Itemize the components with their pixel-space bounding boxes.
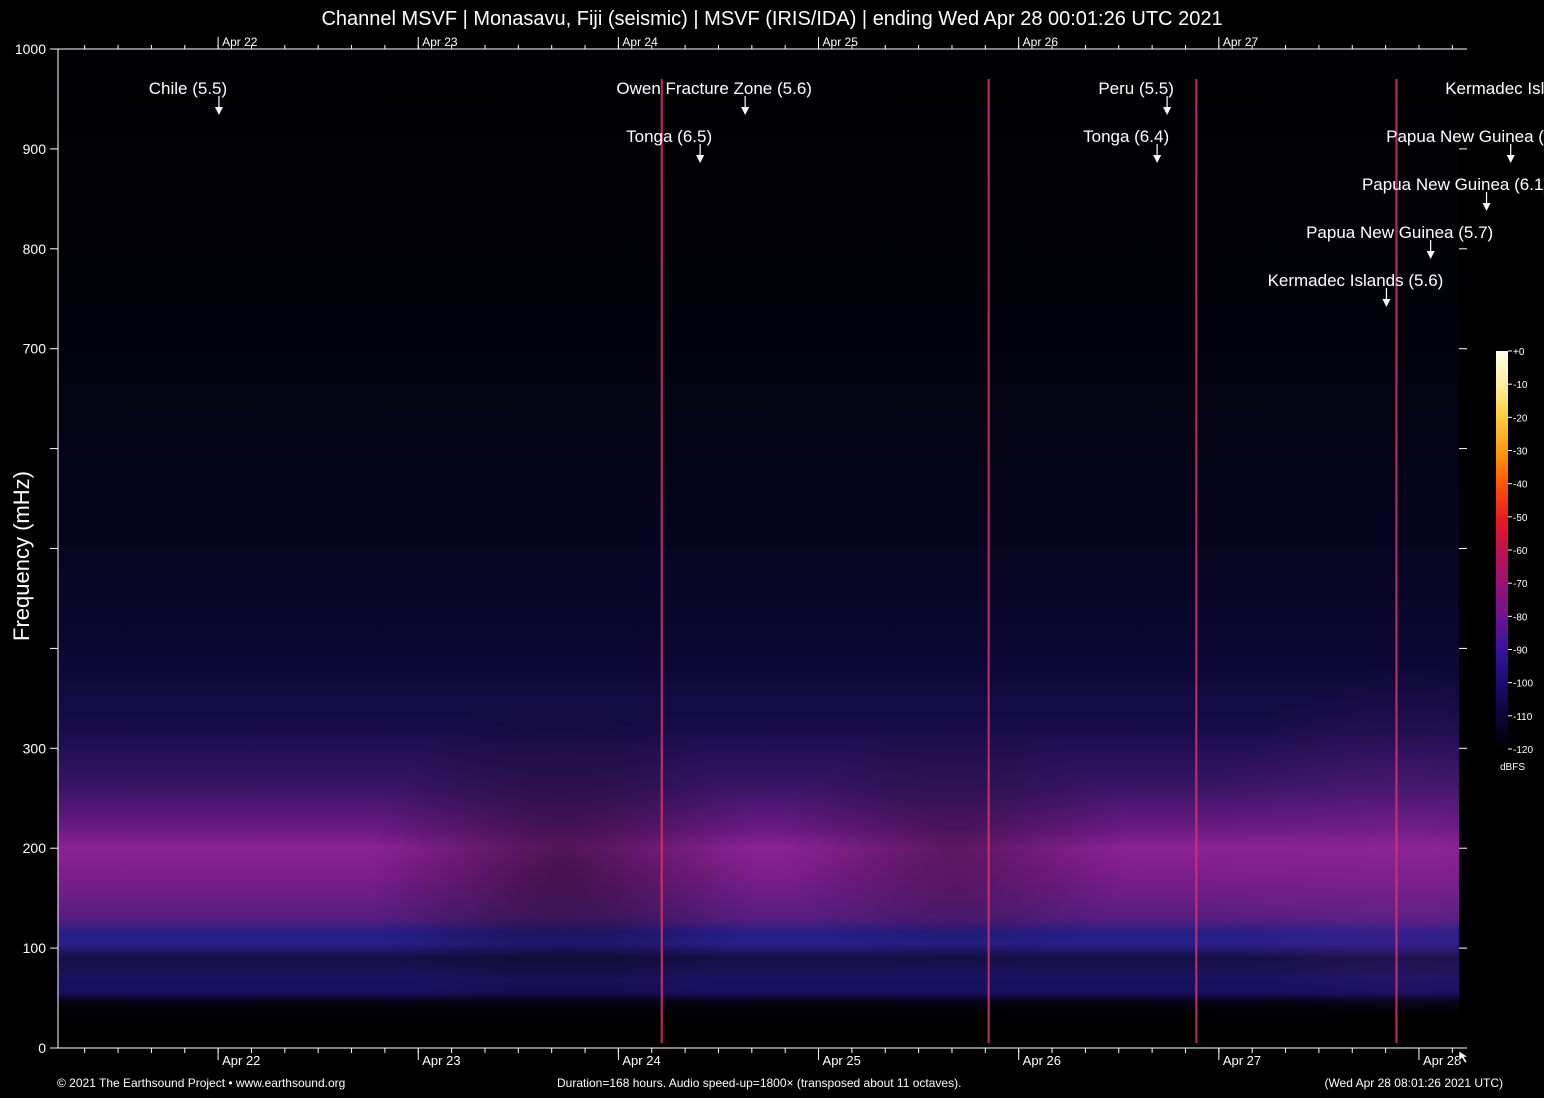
colorbar-tick-label: -120	[1513, 745, 1533, 756]
y-tick-label: 200	[23, 840, 47, 856]
colorbar-tick-label: -100	[1513, 679, 1533, 690]
event-arrow-head	[1382, 299, 1391, 307]
event-label: Peru (5.5)	[1098, 79, 1174, 98]
x-tick-label: Apr 26	[1023, 1053, 1061, 1068]
y-axis-label: Frequency (mHz)	[9, 471, 34, 641]
x-tick-label: Apr 22	[222, 1053, 260, 1068]
spectrogram-shading	[58, 49, 1459, 1048]
colorbar	[1496, 351, 1508, 749]
colorbar-ticks-layer: +0 -10 -20 -30 -40 -50 -60 -70 -80 -90 -100 -110 -12…	[1508, 347, 1533, 756]
x-top-tick-label: Apr 25	[823, 35, 859, 49]
colorbar-tick-label: -20	[1513, 413, 1528, 424]
colorbar-tick-label: -30	[1513, 447, 1528, 458]
x-tick-label: Apr 27	[1223, 1053, 1261, 1068]
event-arrow-head	[1153, 155, 1162, 163]
event-label: Papua New Guinea (5.7)	[1306, 223, 1493, 242]
footer-timestamp: (Wed Apr 28 08:01:26 2021 UTC)	[1324, 1076, 1503, 1090]
event-label: Papua New Guinea (5.5)	[1386, 127, 1544, 146]
y-tick-label: 100	[23, 940, 47, 956]
events-layer: Chile (5.5) Owen Fracture Zone (5.6) Peru …	[149, 79, 1544, 307]
colorbar-tick-label: -110	[1513, 712, 1533, 723]
x-top-tick-label: Apr 27	[1223, 35, 1259, 49]
x-tick-label: Apr 24	[622, 1053, 660, 1068]
event-label: Owen Fracture Zone (5.6)	[616, 79, 812, 98]
y-tick-label: 300	[23, 740, 47, 756]
y-tick-label: 900	[23, 141, 47, 157]
axes-layer: 0 100 200 300 700 800 900 1000 Apr 22 Apr 22 Apr 2…	[15, 35, 1467, 1068]
x-top-tick-label: Apr 22	[222, 35, 258, 49]
footer-copyright: © 2021 The Earthsound Project • www.eart…	[57, 1076, 346, 1090]
event-label: Kermadec Islands (5.9)	[1445, 79, 1544, 98]
colorbar-tick-label: -80	[1513, 612, 1528, 623]
event-arrow-head	[1506, 155, 1515, 163]
event-label: Tonga (6.4)	[1083, 127, 1169, 146]
colorbar-unit-label: dBFS	[1500, 762, 1526, 773]
y-tick-label: 1000	[15, 41, 46, 57]
event-arrow-head	[741, 107, 750, 115]
footer-duration: Duration=168 hours. Audio speed-up=1800×…	[557, 1076, 962, 1090]
x-top-tick-label: Apr 24	[622, 35, 658, 49]
colorbar-tick-label: -50	[1513, 513, 1528, 524]
event-label: Papua New Guinea (6.1)	[1362, 175, 1544, 194]
x-top-tick-label: Apr 23	[422, 35, 458, 49]
streaks-layer	[660, 79, 1398, 1043]
colorbar-tick-label: -10	[1513, 380, 1528, 391]
event-arrow-head	[214, 107, 223, 115]
spectrogram-image	[58, 49, 1459, 1048]
x-tick-label: Apr 25	[823, 1053, 861, 1068]
event-arrow-head	[1426, 251, 1435, 259]
y-tick-label: 700	[23, 341, 47, 357]
event-label: Tonga (6.5)	[626, 127, 712, 146]
y-tick-label: 800	[23, 241, 47, 257]
event-arrow-head	[696, 155, 705, 163]
x-top-tick-label: Apr 26	[1023, 35, 1059, 49]
event-arrow-head	[1482, 203, 1491, 211]
event-label: Chile (5.5)	[149, 79, 227, 98]
colorbar-tick-label: -70	[1513, 579, 1528, 590]
event-label: Kermadec Islands (5.6)	[1268, 271, 1444, 290]
colorbar-tick-label: -60	[1513, 546, 1528, 557]
event-arrow-head	[1163, 107, 1172, 115]
x-tick-label: Apr 28	[1423, 1053, 1461, 1068]
colorbar-tick-label: -90	[1513, 646, 1528, 657]
colorbar-tick-label: +0	[1513, 347, 1525, 358]
y-tick-label: 0	[38, 1040, 46, 1056]
x-tick-label: Apr 23	[422, 1053, 460, 1068]
colorbar-tick-label: -40	[1513, 480, 1528, 491]
cursor-arrow-icon	[1458, 1050, 1469, 1064]
chart-title: Channel MSVF | Monasavu, Fiji (seismic) …	[321, 8, 1223, 30]
